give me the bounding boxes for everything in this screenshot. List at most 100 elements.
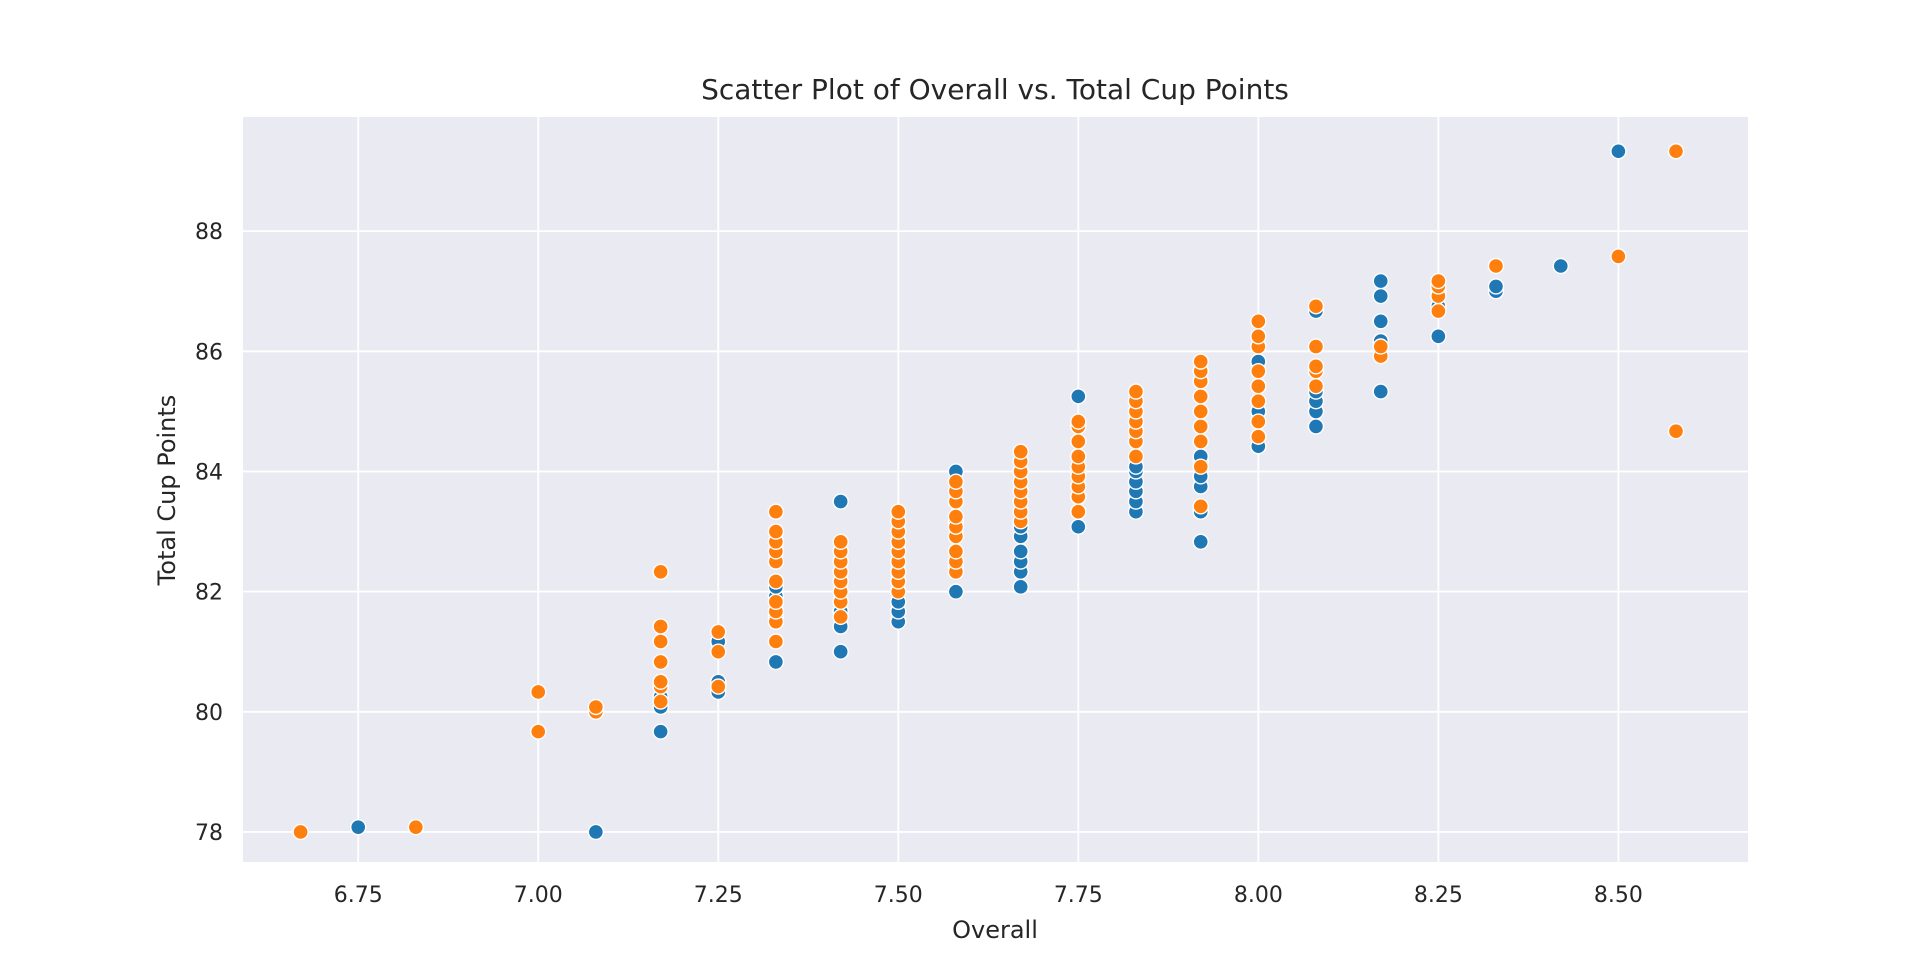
data-point xyxy=(530,683,547,701)
x-tick-label: 6.75 xyxy=(334,883,383,908)
data-point xyxy=(1012,543,1029,560)
data-point xyxy=(1250,377,1267,395)
data-point xyxy=(1127,448,1145,465)
data-point xyxy=(710,623,727,641)
y-tick-label: 82 xyxy=(195,581,223,606)
data-point xyxy=(652,618,669,635)
data-point xyxy=(1430,302,1447,320)
y-tick-label: 80 xyxy=(195,701,223,726)
data-point xyxy=(1070,433,1087,450)
data-point xyxy=(1307,338,1325,355)
data-point xyxy=(587,823,605,841)
data-point xyxy=(1192,353,1209,370)
data-point xyxy=(1192,418,1209,435)
data-point xyxy=(1192,433,1209,450)
x-tick-labels: 6.75 7.00 7.25 7.50 7.75 8.00 8.25 8.50 xyxy=(334,883,1643,908)
data-point xyxy=(587,698,605,716)
data-point xyxy=(1070,503,1087,520)
data-point xyxy=(1372,272,1389,290)
data-point xyxy=(530,723,547,740)
data-point xyxy=(1487,257,1505,275)
data-point xyxy=(1307,377,1325,395)
data-point xyxy=(1307,358,1325,375)
data-point xyxy=(767,653,785,671)
data-point xyxy=(407,818,425,836)
data-point xyxy=(1192,498,1209,515)
data-point xyxy=(1430,328,1447,345)
data-point xyxy=(947,508,965,525)
data-point xyxy=(890,503,907,520)
data-point xyxy=(767,593,785,611)
data-point xyxy=(710,643,727,660)
data-point xyxy=(1610,143,1627,160)
data-point xyxy=(1372,287,1389,305)
data-point xyxy=(1250,313,1267,330)
y-gridlines xyxy=(243,230,1748,833)
x-tick-label: 8.50 xyxy=(1594,883,1643,908)
data-point xyxy=(1012,578,1029,596)
data-point xyxy=(947,583,965,600)
data-point xyxy=(1487,278,1505,295)
data-point xyxy=(1192,533,1209,550)
data-point xyxy=(1430,272,1447,290)
data-points xyxy=(292,143,1685,841)
data-point xyxy=(1372,338,1389,355)
data-point xyxy=(710,678,727,695)
data-point xyxy=(1667,423,1685,440)
data-point xyxy=(652,673,669,690)
y-tick-labels: 78 80 82 84 86 88 xyxy=(195,220,223,846)
data-point xyxy=(1250,328,1267,345)
x-tick-label: 7.75 xyxy=(1054,883,1103,908)
data-point xyxy=(1012,443,1029,460)
chart-title: Scatter Plot of Overall vs. Total Cup Po… xyxy=(701,73,1289,106)
data-point xyxy=(1192,403,1209,420)
data-point xyxy=(1070,518,1087,535)
data-point xyxy=(1127,383,1145,400)
data-point xyxy=(767,633,785,650)
y-tick-label: 86 xyxy=(195,340,223,365)
data-point xyxy=(947,473,965,490)
x-tick-label: 8.00 xyxy=(1234,883,1283,908)
data-point xyxy=(1070,413,1087,430)
x-tick-label: 7.50 xyxy=(874,883,923,908)
x-tick-label: 8.25 xyxy=(1414,883,1463,908)
data-point xyxy=(652,723,669,740)
data-point xyxy=(1192,388,1209,405)
data-point xyxy=(1070,448,1087,465)
data-point xyxy=(1250,362,1267,380)
data-point xyxy=(652,563,669,581)
data-point xyxy=(1307,298,1325,315)
data-point xyxy=(832,493,849,510)
data-point xyxy=(350,818,367,836)
data-point xyxy=(1307,418,1325,435)
data-point xyxy=(767,503,785,520)
series-1 xyxy=(292,143,1685,841)
data-point xyxy=(1610,248,1627,265)
data-point xyxy=(832,643,849,660)
data-point xyxy=(947,543,965,560)
x-axis-label: Overall xyxy=(952,916,1038,944)
data-point xyxy=(652,653,669,671)
y-tick-label: 88 xyxy=(195,220,223,245)
data-point xyxy=(1070,388,1087,405)
data-point xyxy=(832,608,849,626)
plot-area xyxy=(243,117,1748,862)
data-point xyxy=(1192,458,1209,475)
data-point xyxy=(767,573,785,590)
y-axis-label: Total Cup Points xyxy=(153,395,181,587)
data-point xyxy=(1250,428,1267,445)
data-point xyxy=(652,633,669,650)
y-tick-label: 84 xyxy=(195,460,223,485)
data-point xyxy=(292,823,309,841)
x-tick-label: 7.25 xyxy=(694,883,743,908)
data-point xyxy=(1250,413,1267,430)
data-point xyxy=(1667,143,1685,160)
data-point xyxy=(767,523,785,540)
data-point xyxy=(1250,392,1267,410)
data-point xyxy=(652,693,669,710)
x-tick-label: 7.00 xyxy=(514,883,563,908)
data-point xyxy=(1372,383,1389,400)
data-point xyxy=(1372,313,1389,330)
data-point xyxy=(1552,257,1569,275)
